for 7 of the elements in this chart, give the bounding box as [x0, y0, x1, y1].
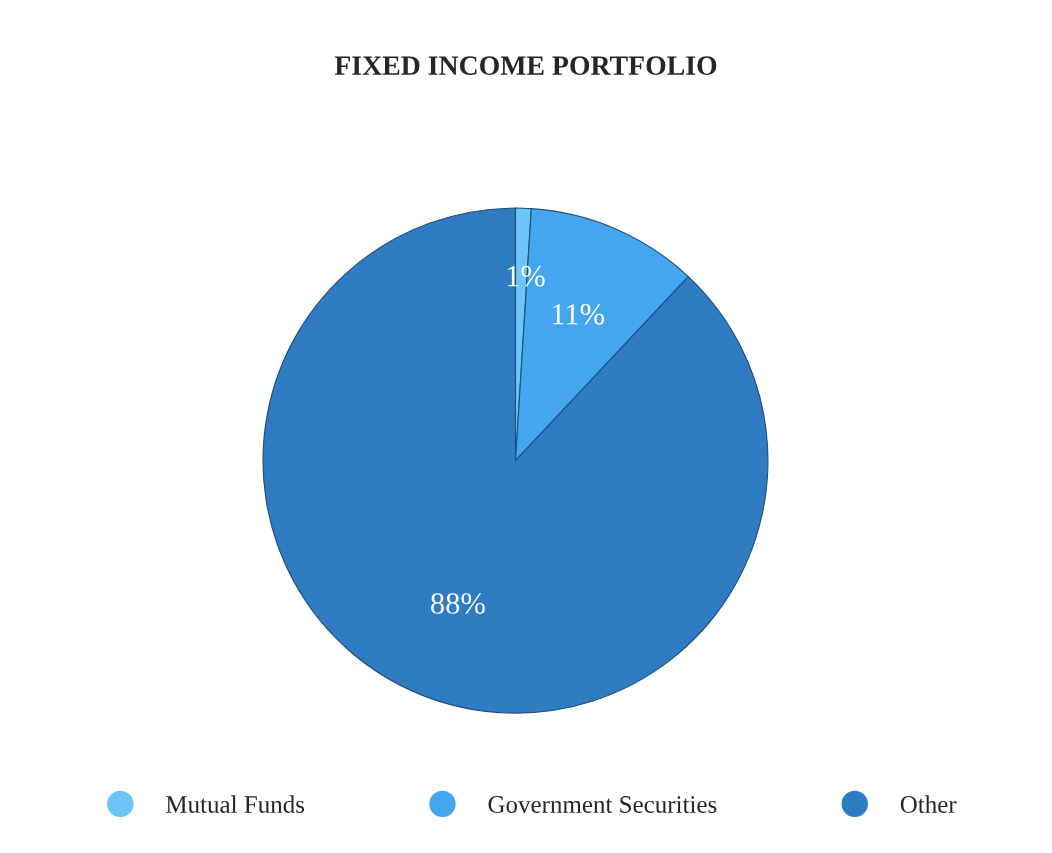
chart-title: FIXED INCOME PORTFOLIO	[334, 56, 717, 75]
pie-slice	[262, 207, 769, 714]
data-label: 88%	[431, 593, 485, 614]
data-label: 11%	[552, 303, 605, 325]
legend-label: Mutual Funds	[166, 795, 305, 813]
legend-label: Other	[900, 795, 957, 813]
legend-label: Government Securities	[488, 796, 717, 813]
